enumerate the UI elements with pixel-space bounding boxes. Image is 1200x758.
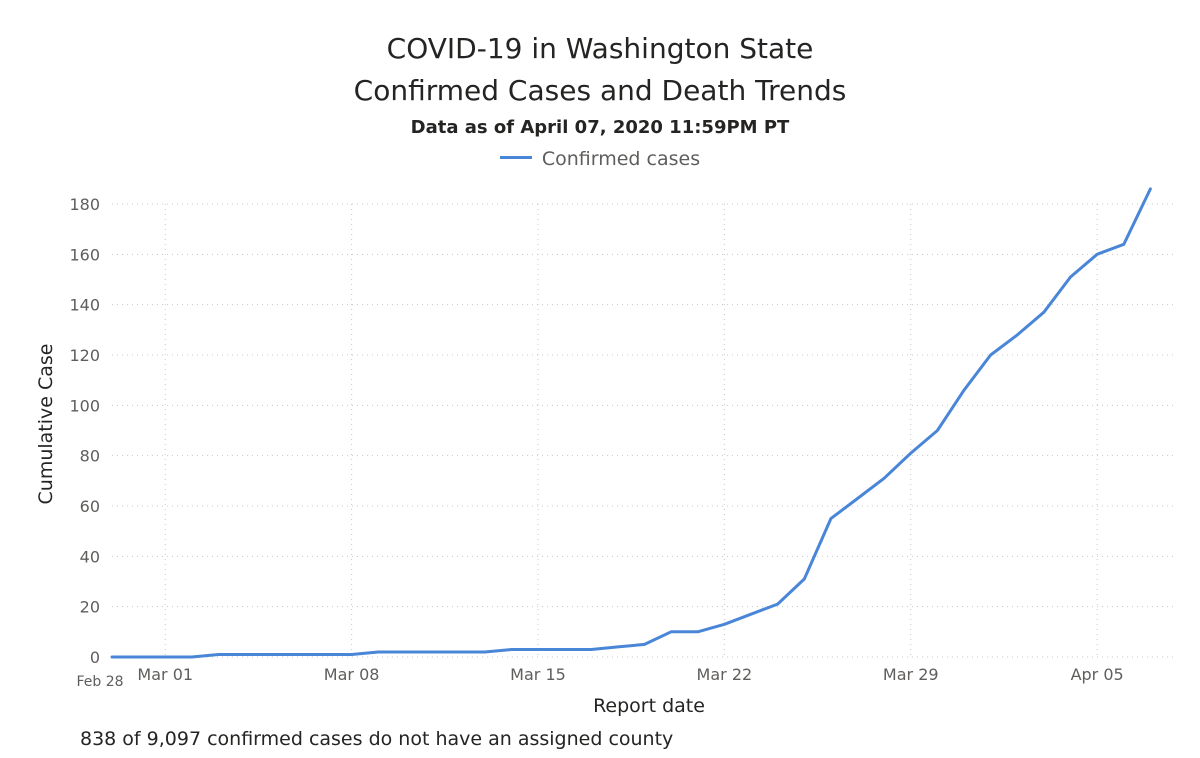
- data-point[interactable]: Mar 25: 31: [800, 575, 808, 583]
- data-point[interactable]: Mar 13: 2: [481, 648, 489, 656]
- data-point[interactable]: Mar 06: 1: [294, 650, 302, 658]
- data-point[interactable]: Mar 11: 2: [428, 648, 436, 656]
- y-tick-label: 20: [80, 598, 100, 617]
- data-point[interactable]: Mar 18: 4: [614, 643, 622, 651]
- data-point[interactable]: Feb 28: 0: [108, 653, 116, 661]
- y-axis-ticks: 0 20 40 60 80 100 120 140 160 180: [69, 195, 100, 667]
- data-point[interactable]: Mar 26: 55: [827, 515, 835, 523]
- data-point[interactable]: Apr 07: 186: [1146, 185, 1154, 193]
- x-tick-label: Mar 29: [883, 665, 939, 684]
- y-tick-label: 60: [80, 497, 100, 516]
- data-point[interactable]: Mar 12: 2: [454, 648, 462, 656]
- x-tick-label: Apr 05: [1071, 665, 1124, 684]
- data-point[interactable]: Mar 08: 1: [348, 650, 356, 658]
- data-point[interactable]: Mar 10: 2: [401, 648, 409, 656]
- chart-title-line-2: Confirmed Cases and Death Trends: [353, 74, 847, 107]
- data-point[interactable]: Apr 01: 120: [987, 351, 995, 359]
- x-tick-label: Feb 28: [76, 674, 123, 690]
- y-axis-title: Cumulative Case: [35, 344, 57, 505]
- chart-subtitle: Data as of April 07, 2020 11:59PM PT: [410, 117, 790, 138]
- y-tick-label: 0: [90, 648, 100, 667]
- data-point[interactable]: Apr 02: 128: [1013, 331, 1021, 339]
- data-point[interactable]: Mar 02: 0: [188, 653, 196, 661]
- x-tick-label: Mar 15: [510, 665, 566, 684]
- y-tick-label: 40: [80, 547, 100, 566]
- data-point[interactable]: Mar 22: 13: [720, 620, 728, 628]
- data-point[interactable]: Apr 03: 137: [1040, 308, 1048, 316]
- data-point[interactable]: Mar 16: 3: [561, 645, 569, 653]
- data-point[interactable]: Mar 05: 1: [268, 650, 276, 658]
- y-tick-label: 140: [69, 296, 100, 315]
- data-point[interactable]: Mar 21: 10: [694, 628, 702, 636]
- data-point[interactable]: Mar 30: 90: [933, 427, 941, 435]
- y-tick-label: 100: [69, 396, 100, 415]
- data-point[interactable]: Mar 04: 1: [241, 650, 249, 658]
- data-point[interactable]: Mar 23: 17: [747, 610, 755, 618]
- x-tick-label: Mar 22: [697, 665, 753, 684]
- x-tick-label: Mar 08: [324, 665, 380, 684]
- data-point[interactable]: Mar 29: 81: [907, 449, 915, 457]
- data-point[interactable]: Mar 28: 71: [880, 474, 888, 482]
- data-point[interactable]: Mar 03: 1: [215, 650, 223, 658]
- data-point[interactable]: Mar 15: 3: [534, 645, 542, 653]
- y-tick-label: 160: [69, 245, 100, 264]
- series-layer[interactable]: Feb 28: 0 Feb 29: 0 Mar 01: 0 Mar 02: 0 Mar …: [108, 185, 1154, 661]
- data-point[interactable]: Apr 05: 160: [1093, 250, 1101, 258]
- gridlines: [112, 203, 1177, 658]
- data-point[interactable]: Mar 01: 0: [161, 653, 169, 661]
- data-point[interactable]: Apr 04: 151: [1067, 273, 1075, 281]
- legend-swatch-confirmed-cases: [499, 156, 532, 159]
- data-point[interactable]: Feb 29: 0: [135, 653, 143, 661]
- series-line-confirmed-cases[interactable]: [110, 187, 1152, 659]
- data-point[interactable]: Mar 19: 5: [641, 640, 649, 648]
- y-tick-label: 120: [69, 346, 100, 365]
- data-point[interactable]: Mar 20: 10: [667, 628, 675, 636]
- data-point[interactable]: Apr 06: 164: [1120, 240, 1128, 248]
- y-tick-label: 80: [80, 447, 100, 466]
- data-point[interactable]: Mar 27: 63: [854, 494, 862, 502]
- data-point[interactable]: Mar 09: 2: [374, 648, 382, 656]
- footnote: 838 of 9,097 confirmed cases do not have…: [80, 728, 674, 750]
- data-point[interactable]: Mar 24: 21: [774, 600, 782, 608]
- y-tick-label: 180: [69, 195, 100, 214]
- data-point[interactable]: Mar 14: 3: [507, 645, 515, 653]
- legend[interactable]: Confirmed cases: [0, 148, 1200, 170]
- data-point[interactable]: Mar 31: 106: [960, 386, 968, 394]
- x-axis-ticks: Feb 28 Mar 01 Mar 08 Mar 15 Mar 22 Mar 29 Apr …: [76, 665, 1123, 690]
- data-point[interactable]: Mar 17: 3: [587, 645, 595, 653]
- x-tick-label: Mar 01: [137, 665, 193, 684]
- data-point[interactable]: Mar 07: 1: [321, 650, 329, 658]
- legend-label-confirmed-cases: Confirmed cases: [541, 148, 701, 170]
- chart-title-line-1: COVID-19 in Washington State: [386, 32, 814, 65]
- x-axis-title: Report date: [593, 695, 705, 717]
